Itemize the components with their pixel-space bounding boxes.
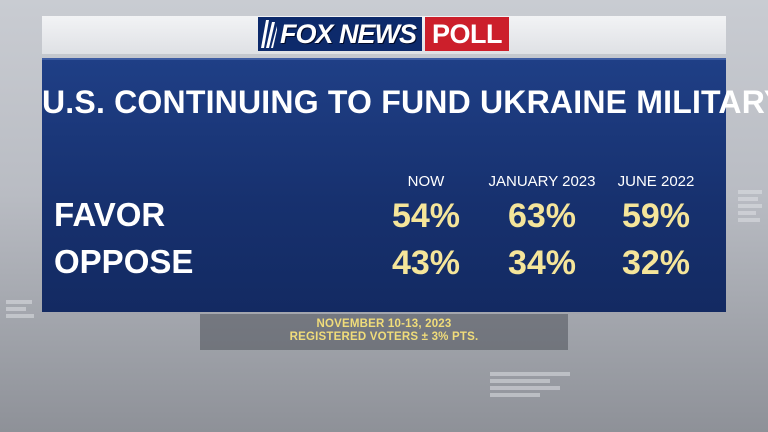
poll-question-title: U.S. CONTINUING TO FUND UKRAINE MILITARY: [42, 84, 768, 120]
row-label-oppose: OPPOSE: [54, 243, 194, 280]
fox-news-poll-logo: FOX NEWS POLL: [258, 17, 510, 51]
favor-january-2023-value: 63%: [507, 197, 577, 235]
poll-dates: NOVEMBER 10-13, 2023: [316, 318, 452, 330]
background-decoration: [738, 190, 764, 225]
favor-now-value: 54%: [391, 197, 461, 235]
poll-results-panel: U.S. CONTINUING TO FUND UKRAINE MILITARY…: [42, 58, 768, 312]
fox-news-wordmark: FOX NEWS: [258, 17, 423, 51]
brand-text: FOX NEWS: [280, 19, 417, 49]
row-label-favor: FAVOR: [54, 196, 166, 233]
oppose-january-2023-value: 34%: [507, 244, 577, 282]
poll-sample-note: REGISTERED VOTERS ± 3% PTS.: [289, 331, 479, 343]
oppose-june-2022-value: 32%: [621, 244, 691, 282]
footer-band: [200, 314, 568, 350]
poll-badge: POLL: [425, 17, 510, 51]
background-decoration: [490, 372, 580, 400]
favor-june-2022-value: 59%: [621, 197, 691, 235]
oppose-now-value: 43%: [391, 244, 461, 282]
searchlight-icon: [261, 20, 277, 48]
column-header-january-2023: JANUARY 2023: [488, 173, 596, 190]
background-decoration: [6, 300, 36, 321]
column-header-june-2022: JUNE 2022: [617, 173, 695, 190]
column-header-now: NOW: [407, 173, 445, 190]
poll-methodology-footer: NOVEMBER 10-13, 2023 REGISTERED VOTERS ±…: [0, 318, 768, 344]
